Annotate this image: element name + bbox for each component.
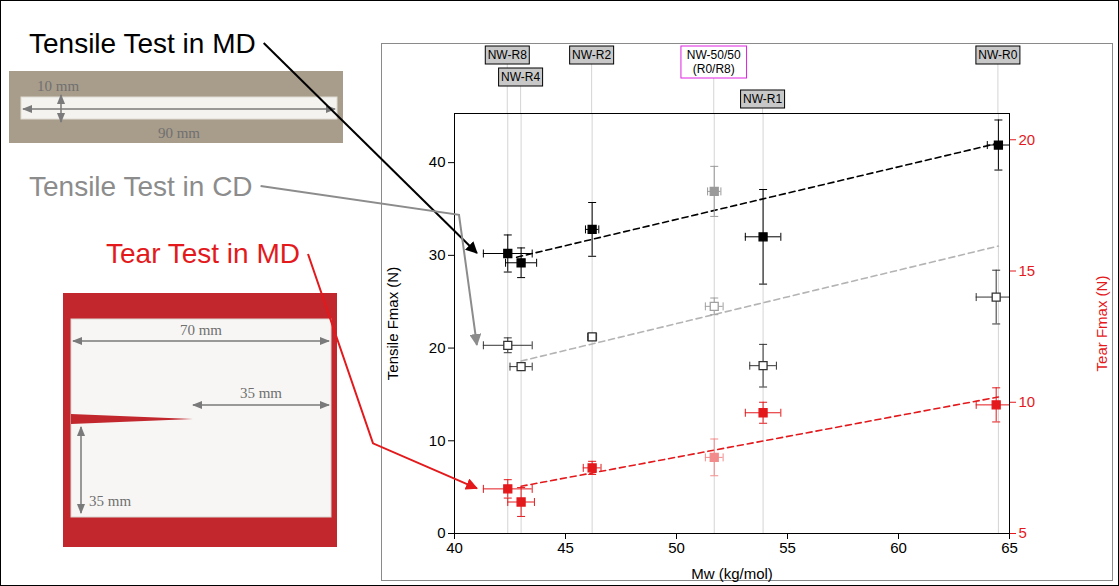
svg-text:Tensile Fmax (N): Tensile Fmax (N) <box>384 267 401 380</box>
svg-text:20: 20 <box>429 339 446 356</box>
svg-text:40: 40 <box>446 539 463 556</box>
svg-text:60: 60 <box>890 539 907 556</box>
svg-text:40: 40 <box>429 153 446 170</box>
svg-text:10 mm: 10 mm <box>37 78 79 94</box>
svg-text:NW-50/50: NW-50/50 <box>687 48 741 62</box>
svg-text:NW-R1: NW-R1 <box>743 92 782 106</box>
svg-text:65: 65 <box>1001 539 1018 556</box>
svg-text:45: 45 <box>557 539 574 556</box>
svg-text:10: 10 <box>1019 393 1036 410</box>
svg-text:Tensile Test in MD: Tensile Test in MD <box>29 28 256 59</box>
svg-text:Tensile Test in CD: Tensile Test in CD <box>29 171 253 202</box>
svg-text:35 mm: 35 mm <box>240 385 282 401</box>
svg-text:(R0/R8): (R0/R8) <box>693 62 735 76</box>
svg-text:5: 5 <box>1019 524 1027 541</box>
svg-text:90 mm: 90 mm <box>158 125 200 141</box>
svg-text:0: 0 <box>437 524 445 541</box>
svg-text:10: 10 <box>429 432 446 449</box>
svg-text:NW-R4: NW-R4 <box>501 70 540 84</box>
svg-text:NW-R2: NW-R2 <box>572 48 611 62</box>
svg-text:15: 15 <box>1019 262 1036 279</box>
svg-text:Mw (kg/mol): Mw (kg/mol) <box>691 565 773 582</box>
svg-text:55: 55 <box>779 539 796 556</box>
svg-text:30: 30 <box>429 246 446 263</box>
svg-text:Tear Fmax (N): Tear Fmax (N) <box>1093 276 1110 372</box>
svg-text:35 mm: 35 mm <box>89 493 131 509</box>
svg-text:NW-R8: NW-R8 <box>488 48 527 62</box>
svg-text:50: 50 <box>668 539 685 556</box>
svg-text:Tear Test in MD: Tear Test in MD <box>106 238 300 269</box>
svg-text:70 mm: 70 mm <box>180 322 222 338</box>
svg-text:NW-R0: NW-R0 <box>978 48 1017 62</box>
svg-text:20: 20 <box>1019 131 1036 148</box>
